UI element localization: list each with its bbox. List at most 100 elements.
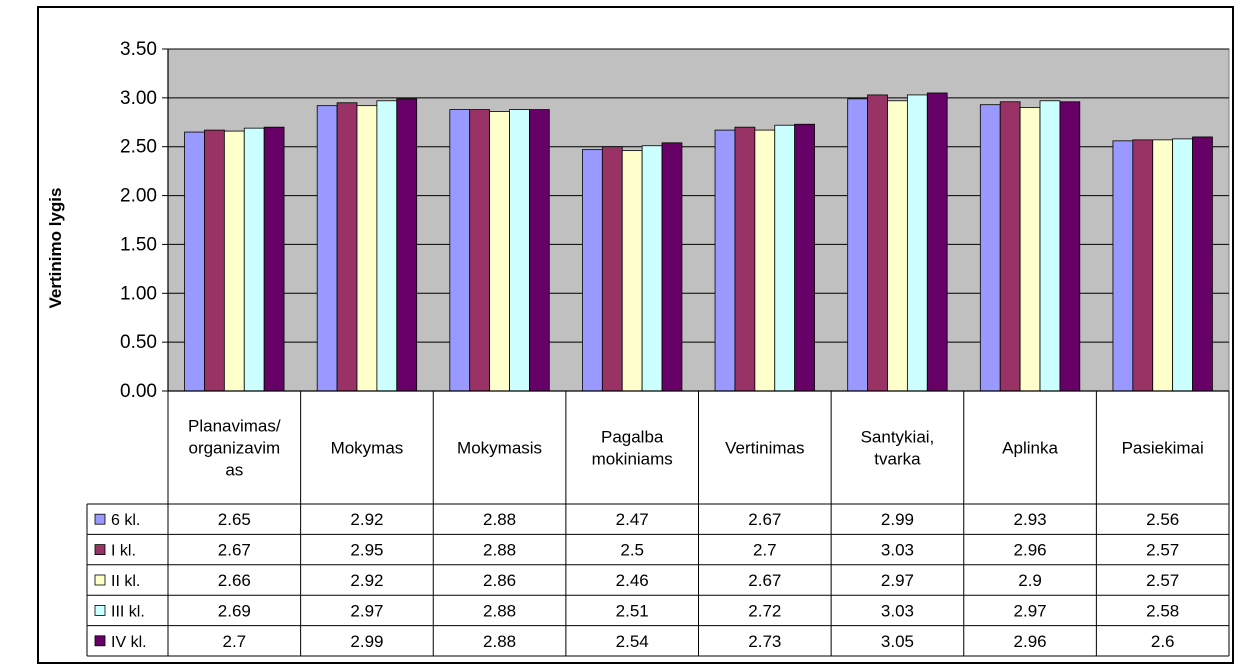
- data-value: 2.58: [1146, 601, 1179, 620]
- y-tick-label: 0.00: [120, 381, 157, 402]
- data-value: 2.46: [616, 571, 649, 590]
- bar: [489, 111, 510, 392]
- bar: [979, 104, 1001, 392]
- bar: [469, 109, 491, 392]
- category-label: Mokymas: [331, 439, 404, 458]
- bar: [714, 129, 736, 392]
- y-tick-label: 3.50: [120, 39, 157, 60]
- bar: [1039, 100, 1061, 392]
- data-value: 2.93: [1014, 510, 1047, 529]
- data-value: 2.96: [1014, 541, 1047, 560]
- data-value: 2.57: [1146, 571, 1179, 590]
- data-value: 2.66: [218, 571, 251, 590]
- bar: [1112, 140, 1134, 392]
- y-axis-label: Vertinimo lygis: [46, 188, 65, 309]
- data-value: 2.86: [483, 571, 516, 590]
- y-tick-label: 1.50: [120, 234, 157, 255]
- category-label-line: Planavimas/: [188, 417, 281, 436]
- series-name: I kl.: [111, 543, 136, 560]
- bar: [449, 109, 471, 392]
- category-label: Pagalba mokiniams: [592, 428, 673, 469]
- data-value: 2.88: [483, 601, 516, 620]
- legend-key: [94, 605, 106, 616]
- data-value: 2.92: [350, 510, 383, 529]
- category-label-line: mokiniams: [592, 450, 673, 469]
- data-value: 2.72: [748, 601, 781, 620]
- data-value: 2.7: [222, 632, 246, 651]
- category-label: Mokymasis: [457, 439, 542, 458]
- data-value: 2.57: [1146, 541, 1179, 560]
- bar: [509, 109, 530, 392]
- bar: [184, 131, 205, 392]
- data-value: 2.88: [483, 510, 516, 529]
- bar: [661, 142, 683, 392]
- legend-key: [94, 513, 106, 525]
- bar: [529, 109, 550, 392]
- data-value: 2.99: [350, 632, 383, 651]
- bar: [204, 129, 225, 392]
- bar: [223, 130, 245, 392]
- category-label-line: organizavim: [188, 439, 280, 458]
- series-name: II kl.: [111, 573, 140, 590]
- y-tick-label: 2.50: [120, 137, 157, 158]
- bar: [867, 94, 888, 392]
- chart-frame: 0.00 0.50 1.00 1.50 2.00 2.50 3.00 3.50 Planavi…: [37, 6, 1234, 664]
- bar: [887, 100, 908, 392]
- bar: [376, 100, 398, 392]
- category-label: Planavimas/organizavim as: [188, 417, 281, 480]
- data-value: 2.99: [881, 510, 914, 529]
- bar-chart: 0.00 0.50 1.00 1.50 2.00 2.50 3.00 3.50 Planavi…: [46, 39, 1230, 657]
- data-value: 2.92: [350, 571, 383, 590]
- bar: [774, 124, 796, 392]
- category-label-line: Mokymasis: [457, 439, 542, 458]
- data-value: 3.05: [881, 632, 914, 651]
- data-value: 2.67: [218, 541, 251, 560]
- data-table: Planavimas/organizavim as Mokymas Mokymasis…: [86, 390, 1230, 657]
- bar: [1059, 101, 1081, 392]
- data-value: 3.03: [881, 601, 914, 620]
- bar: [1019, 107, 1041, 392]
- plot-area: 0.00 0.50 1.00 1.50 2.00 2.50 3.00 3.50: [120, 39, 1230, 402]
- bar: [243, 127, 265, 392]
- bar: [336, 102, 358, 392]
- data-value: 2.67: [748, 510, 781, 529]
- y-tick-label: 1.00: [120, 283, 157, 304]
- data-value: 2.97: [1014, 601, 1047, 620]
- data-value: 2.97: [881, 571, 914, 590]
- bar: [316, 105, 338, 392]
- category-label-line: Vertinimas: [725, 439, 804, 458]
- y-tick-label: 2.00: [120, 186, 157, 207]
- bar: [734, 126, 756, 392]
- bar: [621, 150, 643, 392]
- category-label: Santykiai, tvarka: [861, 428, 935, 469]
- bar: [1152, 139, 1174, 392]
- data-value: 2.97: [350, 601, 383, 620]
- category-label-line: Pagalba: [601, 428, 664, 447]
- category-label-line: Santykiai,: [861, 428, 935, 447]
- bar: [1192, 136, 1213, 392]
- series-name: III kl.: [111, 603, 145, 620]
- series-name: 6 kl.: [111, 512, 140, 529]
- data-value: 2.67: [748, 571, 781, 590]
- data-value: 2.56: [1146, 510, 1179, 529]
- data-value: 2.5: [620, 541, 644, 560]
- category-label-line: tvarka: [874, 450, 921, 469]
- data-value: 2.88: [483, 541, 516, 560]
- data-value: 2.96: [1014, 632, 1047, 651]
- bar: [926, 92, 948, 392]
- data-value: 2.88: [483, 632, 516, 651]
- bar: [396, 98, 418, 392]
- category-label: Aplinka: [1002, 439, 1058, 458]
- series-name: IV kl.: [111, 634, 147, 651]
- legend-key: [94, 635, 106, 647]
- bar: [999, 101, 1021, 392]
- category-label-line: Pasiekimai: [1122, 439, 1204, 458]
- bar: [582, 149, 603, 392]
- y-tick-label: 3.00: [120, 88, 157, 109]
- bar: [1132, 139, 1154, 392]
- bar: [263, 126, 285, 392]
- bar: [601, 146, 623, 392]
- y-tick-label: 0.50: [120, 332, 157, 353]
- data-value: 2.7: [753, 541, 777, 560]
- legend-key: [94, 574, 106, 586]
